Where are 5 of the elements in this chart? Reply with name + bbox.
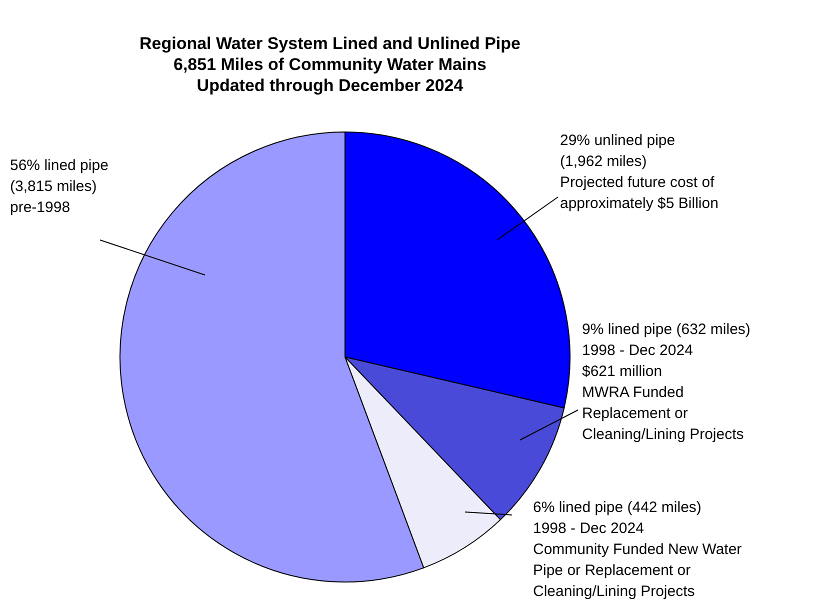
chart-title: Regional Water System Lined and Unlined Pipe 6,851 Miles of Community Water Mains Updated through December 2024	[140, 34, 520, 95]
legend-label: 6% lined pipe (442 miles) 1998 - Dec 2024 Community Funded New Water Pipe or Replacement or Cleaning/Lining Projects	[533, 499, 742, 600]
slice-label: 29% unlined pipe (1,962 miles) Projected future cost of approximately $5 Billion	[560, 132, 718, 212]
slice-label: 9% lined pipe (632 miles) 1998 - Dec 2024 $621 million MWRA Funded Replacement or Cleaning/Lining Projects	[582, 321, 750, 443]
slice-label: 56% lined pipe (3,815 miles) pre-1998	[10, 157, 108, 216]
